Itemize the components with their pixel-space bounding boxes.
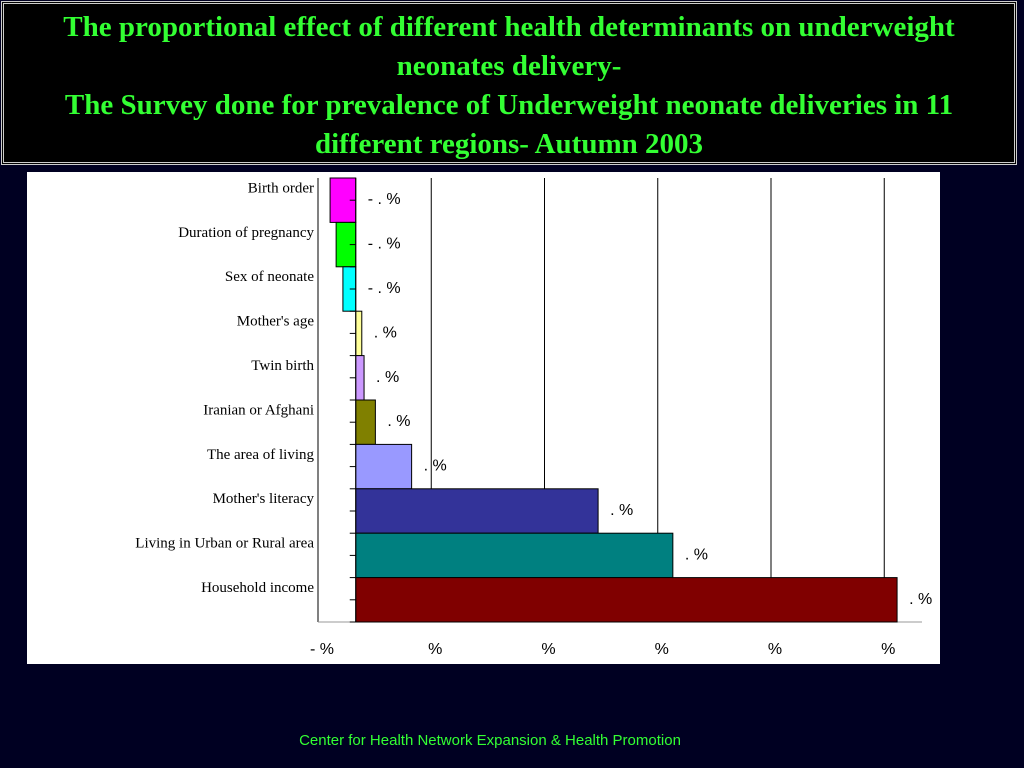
value-label: . % <box>374 324 397 341</box>
category-label: The area of living <box>207 447 315 463</box>
value-label: - . % <box>368 280 401 297</box>
value-label: . % <box>424 458 447 475</box>
category-label: Mother's literacy <box>213 491 315 507</box>
bar <box>355 532 674 579</box>
x-tick-label: % <box>768 641 782 658</box>
x-tick-label: % <box>541 641 555 658</box>
category-label: Living in Urban or Rural area <box>135 536 314 552</box>
chart-title: The proportional effect of different hea… <box>63 11 955 82</box>
value-label: . % <box>387 413 410 430</box>
category-label: Twin birth <box>251 358 314 374</box>
bar <box>355 399 376 445</box>
footer: Center for Health Network Expansion & He… <box>299 732 681 749</box>
x-tick-label: - % <box>310 641 334 658</box>
value-label: - . % <box>368 191 401 208</box>
value-label: . % <box>909 591 932 608</box>
bar <box>355 443 413 490</box>
value-label: . % <box>610 502 633 519</box>
category-label: Mother's age <box>237 314 315 330</box>
x-tick-label: % <box>881 641 895 658</box>
category-label: Iranian or Afghani <box>203 402 314 418</box>
x-tick-label: % <box>428 641 442 658</box>
bar <box>355 310 363 357</box>
value-label: - . % <box>368 236 401 253</box>
value-label: . % <box>376 369 399 386</box>
bar <box>355 355 365 401</box>
value-label: . % <box>685 546 708 563</box>
chart-subtitle: The Survey done for prevalence of Underw… <box>64 89 954 160</box>
title-box: The proportional effect of different hea… <box>1 1 1017 165</box>
category-label: Duration of pregnancy <box>178 225 314 241</box>
category-label: Sex of neonate <box>225 269 314 285</box>
category-label: Household income <box>201 580 314 596</box>
bar <box>355 577 898 623</box>
category-label: Birth order <box>248 180 314 196</box>
bar <box>355 488 599 534</box>
x-tick-label: % <box>655 641 669 658</box>
